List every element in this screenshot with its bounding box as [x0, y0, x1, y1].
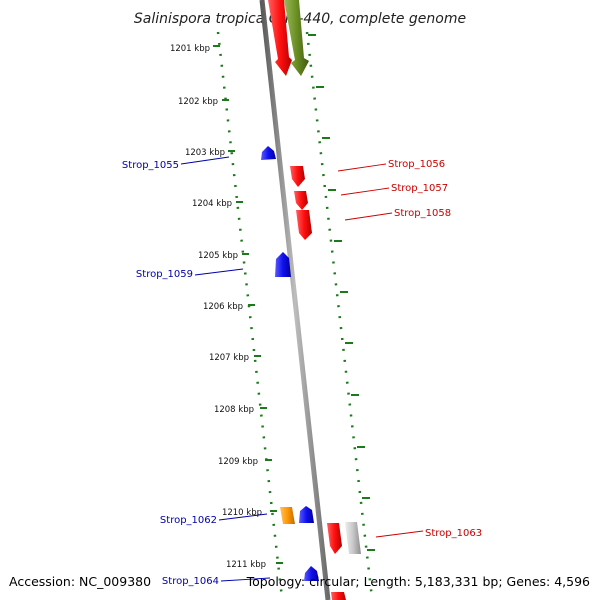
- tick-label-1211: 1211 kbp: [226, 560, 266, 570]
- label-strop-1055[interactable]: Strop_1055: [122, 160, 179, 171]
- genome-backbone: [259, 0, 331, 600]
- tick-1209: 1209 kbp: [218, 446, 365, 467]
- tick-label-1206: 1206 kbp: [203, 302, 243, 312]
- gene-strop-1058[interactable]: [296, 210, 312, 240]
- tick-1208: 1208 kbp: [214, 394, 359, 415]
- gene-strop-1056[interactable]: [290, 166, 305, 187]
- label-strop-1056[interactable]: Strop_1056: [388, 159, 445, 170]
- gene-strop-1057[interactable]: [294, 191, 308, 210]
- tick-1206: 1206 kbp: [203, 291, 348, 312]
- gene-strop-1059[interactable]: [275, 252, 291, 277]
- tick-label-1210: 1210 kbp: [222, 508, 262, 518]
- leader-strop-1064: [220, 577, 271, 582]
- leader-strop-1055: [180, 156, 230, 165]
- leader-strop-1062: [218, 513, 268, 521]
- ruler-track-left: [216, 31, 284, 599]
- gene-strop-1064[interactable]: [304, 566, 319, 581]
- tick-1201: 1201 kbp: [170, 34, 316, 54]
- leader-strop-1063: [375, 530, 424, 538]
- footer-topology: Topology: circular; Length: 5,183,331 bp…: [246, 574, 590, 589]
- tick-1204: 1204 kbp: [192, 189, 336, 209]
- tick-1210: 1210 kbp: [222, 497, 370, 518]
- tick-label-1207: 1207 kbp: [209, 353, 249, 363]
- tick-label-1201: 1201 kbp: [170, 44, 210, 54]
- tick-label-1203: 1203 kbp: [185, 148, 225, 158]
- tick-1211: 1211 kbp: [226, 549, 375, 570]
- gene-blue-1210[interactable]: [299, 506, 314, 523]
- tick-label-1202: 1202 kbp: [178, 97, 218, 107]
- gene-strop-1055[interactable]: [261, 146, 276, 160]
- tick-1203: 1203 kbp: [185, 137, 330, 158]
- tick-1207: 1207 kbp: [209, 342, 353, 363]
- label-strop-1057[interactable]: Strop_1057: [391, 183, 448, 194]
- leader-strop-1058: [344, 212, 393, 221]
- gene-arrow-top-green[interactable]: [284, 0, 309, 76]
- leader-strop-1059: [194, 268, 244, 276]
- gene-arrow-top-red[interactable]: [268, 0, 292, 76]
- tick-label-1204: 1204 kbp: [192, 199, 232, 209]
- gene-bottom-red[interactable]: [331, 592, 346, 600]
- ruler-track-right: [305, 31, 374, 599]
- label-strop-1063[interactable]: Strop_1063: [425, 528, 482, 539]
- tick-label-1209: 1209 kbp: [218, 457, 258, 467]
- leader-strop-1056: [337, 163, 387, 172]
- gene-gray-1210[interactable]: [345, 522, 361, 554]
- gene-strop-1063[interactable]: [327, 523, 342, 554]
- label-strop-1064[interactable]: Strop_1064: [162, 576, 219, 587]
- footer-accession: Accession: NC_009380: [9, 574, 151, 589]
- tick-1202: 1202 kbp: [178, 86, 324, 107]
- gene-strop-1062[interactable]: [280, 507, 295, 524]
- tick-label-1208: 1208 kbp: [214, 405, 254, 415]
- tick-1205: 1205 kbp: [198, 240, 342, 261]
- label-strop-1059[interactable]: Strop_1059: [136, 269, 193, 280]
- leader-strop-1057: [340, 187, 390, 196]
- label-strop-1062[interactable]: Strop_1062: [160, 515, 217, 526]
- tick-label-1205: 1205 kbp: [198, 251, 238, 261]
- label-strop-1058[interactable]: Strop_1058: [394, 208, 451, 219]
